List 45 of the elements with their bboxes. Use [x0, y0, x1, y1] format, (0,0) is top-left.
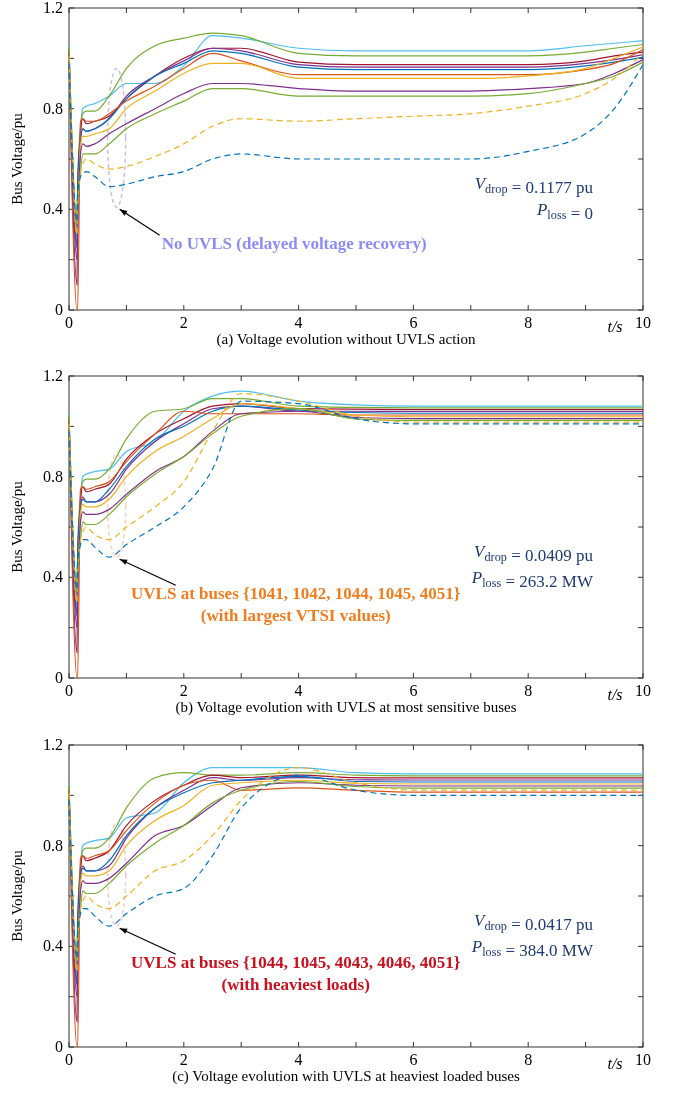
y-tick-label: 0 [55, 669, 63, 686]
x-tick-label: 2 [179, 1051, 188, 1068]
annotation: P$_{loss}$ = 384.0 MW [470, 937, 594, 961]
y-tick-label: 0.8 [43, 836, 63, 854]
x-axis-title: t/s [607, 686, 623, 703]
y-tick-label: 0.4 [43, 200, 63, 218]
x-tick-label: 8 [524, 314, 533, 331]
y-tick-label: 1.2 [43, 367, 63, 384]
y-tick-label: 1.2 [43, 736, 63, 753]
annotation: P$_{loss}$ = 263.2 MW [470, 568, 594, 592]
y-tick-label: 0 [55, 1038, 63, 1055]
x-tick-label: 2 [179, 682, 188, 699]
x-tick-label: 6 [409, 314, 418, 331]
x-tick-label: 10 [635, 314, 651, 331]
y-tick-label: 0.4 [43, 937, 63, 955]
x-tick-label: 6 [409, 1051, 418, 1068]
x-axis-title: t/s [607, 318, 623, 335]
x-tick-label: 10 [635, 682, 651, 699]
x-tick-label: 8 [524, 1051, 533, 1068]
annotation: V$_{drop}$ = 0.0417 pu [474, 911, 594, 935]
y-tick-label: 0.4 [43, 568, 63, 586]
text: (c) Voltage evolution with UVLS at heaviest loaded buses [172, 1068, 521, 1085]
x-tick-label: 4 [294, 1051, 303, 1068]
text: (b) Voltage evolution with UVLS at most sensitive buses [175, 699, 517, 716]
y-tick-label: 1.2 [43, 0, 63, 16]
y-axis-title: Bus Voltage/pu [9, 849, 25, 942]
annotation: No UVLS (delayed voltage recovery) [161, 234, 427, 254]
y-tick-label: 0.8 [43, 467, 63, 485]
annotation: V$_{drop}$ = 0.0409 pu [474, 542, 594, 566]
annotation: UVLS at buses {1041, 1042, 1044, 1045, 4051} (with largest VTSI values) [131, 584, 461, 626]
y-tick-label: 0.8 [43, 99, 63, 117]
annotation: V$_{drop}$ = 0.1177 pu [474, 174, 594, 198]
y-axis-title: Bus Voltage/pu [9, 480, 25, 573]
y-tick-label: 0 [55, 301, 63, 318]
annotation: P$_{loss}$ = 0 [535, 200, 593, 224]
annotation: UVLS at buses {1044, 1045, 4043, 4046, 4051} (with heaviest loads) [131, 953, 461, 995]
x-tick-label: 10 [635, 1051, 651, 1068]
x-tick-label: 4 [294, 682, 303, 699]
x-tick-label: 8 [524, 682, 533, 699]
x-tick-label: 6 [409, 682, 418, 699]
text: (a) Voltage evolution without UVLS action [216, 331, 476, 348]
x-tick-label: 4 [294, 314, 303, 331]
x-tick-label: 2 [179, 314, 188, 331]
x-axis-title: t/s [607, 1055, 623, 1072]
y-axis-title: Bus Voltage/pu [9, 112, 25, 205]
